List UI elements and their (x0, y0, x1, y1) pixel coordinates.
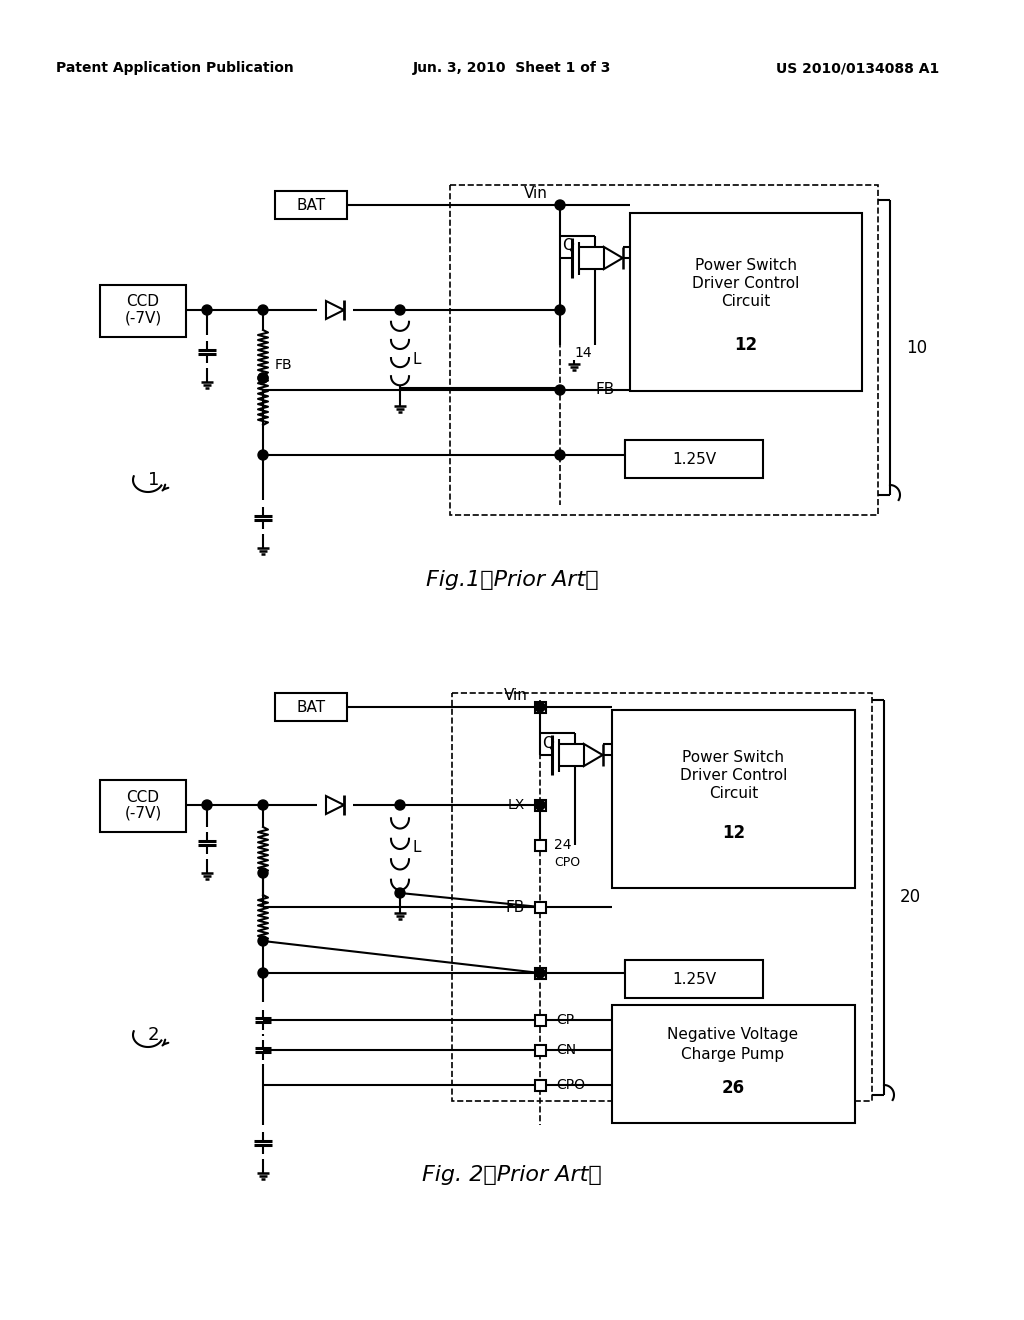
Text: CPO: CPO (556, 1078, 585, 1092)
Polygon shape (326, 301, 344, 319)
Text: 1: 1 (148, 471, 160, 488)
Text: FB: FB (596, 383, 615, 397)
Text: Patent Application Publication: Patent Application Publication (56, 61, 294, 75)
Text: Fig.1（Prior Art）: Fig.1（Prior Art） (426, 570, 598, 590)
Bar (450, 185, 878, 515)
Bar (612, 1005, 855, 1123)
Circle shape (258, 800, 268, 810)
Bar (535, 968, 546, 978)
Bar (275, 693, 347, 721)
Text: CCD: CCD (127, 789, 160, 804)
Circle shape (258, 374, 268, 383)
Circle shape (258, 374, 268, 383)
Text: Driver Control: Driver Control (680, 767, 787, 783)
Text: Charge Pump: Charge Pump (681, 1048, 784, 1063)
Text: Q: Q (562, 239, 574, 253)
Circle shape (395, 800, 406, 810)
Bar (100, 285, 186, 337)
Bar (612, 710, 855, 888)
Circle shape (535, 702, 545, 711)
Text: CPO: CPO (554, 857, 581, 870)
Bar (452, 693, 872, 1101)
Text: 1.25V: 1.25V (672, 973, 716, 987)
Text: L: L (412, 840, 421, 854)
Text: 14: 14 (574, 346, 592, 360)
Polygon shape (326, 796, 344, 814)
Circle shape (535, 968, 545, 978)
Bar (535, 1080, 546, 1090)
Text: Circuit: Circuit (721, 293, 771, 309)
Text: Vin: Vin (504, 688, 528, 702)
Bar (100, 780, 186, 832)
Text: Vin: Vin (524, 186, 548, 202)
Circle shape (258, 869, 268, 878)
Bar (625, 960, 763, 998)
Text: L: L (412, 352, 421, 367)
Text: 12: 12 (734, 337, 758, 354)
Circle shape (258, 450, 268, 459)
Bar (535, 701, 546, 713)
Circle shape (555, 450, 565, 459)
Polygon shape (584, 744, 603, 766)
Text: 20: 20 (900, 888, 922, 906)
Text: CP: CP (556, 1012, 574, 1027)
Text: FB: FB (506, 899, 525, 915)
Text: CCD: CCD (127, 294, 160, 309)
Circle shape (258, 305, 268, 315)
Bar (535, 902, 546, 912)
Text: 1.25V: 1.25V (672, 453, 716, 467)
Circle shape (555, 201, 565, 210)
Circle shape (555, 385, 565, 395)
Text: (-7V): (-7V) (124, 805, 162, 821)
Text: BAT: BAT (296, 700, 326, 714)
Text: 2: 2 (148, 1026, 160, 1044)
Text: Power Switch: Power Switch (683, 750, 784, 764)
Text: LX: LX (508, 799, 525, 812)
Text: 26: 26 (722, 1078, 744, 1097)
Circle shape (535, 800, 545, 810)
Text: Jun. 3, 2010  Sheet 1 of 3: Jun. 3, 2010 Sheet 1 of 3 (413, 61, 611, 75)
Circle shape (395, 888, 406, 898)
Circle shape (258, 936, 268, 946)
Circle shape (555, 305, 565, 315)
Circle shape (202, 305, 212, 315)
Bar (535, 800, 546, 810)
Circle shape (202, 800, 212, 810)
Text: Fig. 2（Prior Art）: Fig. 2（Prior Art） (422, 1166, 602, 1185)
Text: FB: FB (275, 358, 293, 372)
Text: BAT: BAT (296, 198, 326, 213)
Text: 10: 10 (906, 339, 927, 356)
Bar (630, 213, 862, 391)
Text: 24: 24 (554, 838, 571, 851)
Text: (-7V): (-7V) (124, 310, 162, 326)
Bar (535, 1044, 546, 1056)
Text: Q: Q (542, 735, 554, 751)
Text: Driver Control: Driver Control (692, 276, 800, 290)
Text: CN: CN (556, 1043, 577, 1057)
Text: Circuit: Circuit (709, 785, 758, 800)
Text: 12: 12 (722, 824, 745, 842)
Bar (535, 840, 546, 850)
Text: US 2010/0134088 A1: US 2010/0134088 A1 (776, 61, 940, 75)
Bar (535, 1015, 546, 1026)
Bar (275, 191, 347, 219)
Circle shape (258, 968, 268, 978)
Bar (625, 440, 763, 478)
Circle shape (395, 305, 406, 315)
Text: Power Switch: Power Switch (695, 257, 797, 272)
Polygon shape (604, 247, 623, 269)
Text: Negative Voltage: Negative Voltage (668, 1027, 799, 1043)
